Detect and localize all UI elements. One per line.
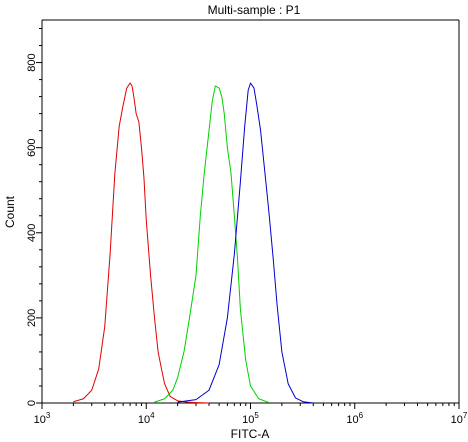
y-tick-label: 400 — [26, 224, 38, 242]
x-tick-label: 105 — [242, 411, 259, 426]
blue-histogram — [177, 82, 314, 404]
plot-frame — [41, 19, 460, 404]
series-layer — [73, 82, 314, 404]
y-tick-label: 600 — [26, 138, 38, 156]
x-axis-label: FITC-A — [231, 427, 270, 441]
x-axis: 103 104 105 106 107 — [34, 403, 468, 426]
green-histogram — [154, 85, 270, 404]
x-tick-label: 107 — [451, 411, 468, 426]
chart-title: Multi-sample : P1 — [208, 3, 301, 17]
y-axis-label: Count — [3, 195, 17, 228]
y-tick-label: 0 — [26, 400, 38, 406]
y-tick-label: 800 — [26, 53, 38, 71]
y-tick-label: 200 — [26, 309, 38, 327]
x-tick-label: 103 — [34, 411, 51, 426]
x-tick-label: 104 — [138, 411, 155, 426]
y-axis: 0 200 400 600 800 — [26, 28, 42, 406]
x-tick-label: 106 — [346, 411, 363, 426]
red-histogram — [73, 82, 210, 404]
